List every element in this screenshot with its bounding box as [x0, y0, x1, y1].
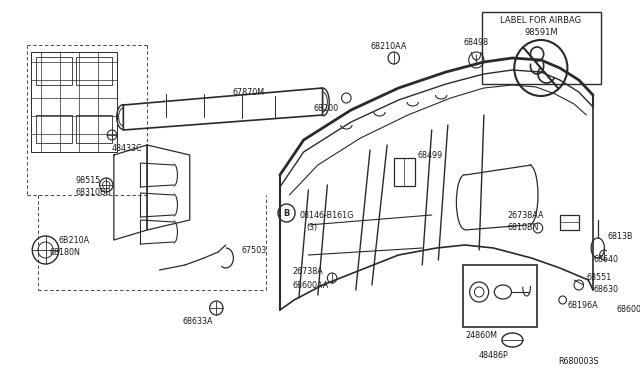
Text: 98591M: 98591M [524, 28, 557, 36]
Text: 68633A: 68633A [182, 317, 212, 327]
Text: 6B210A: 6B210A [59, 235, 90, 244]
Bar [482, 12, 600, 84]
Text: 68640: 68640 [593, 256, 618, 264]
Text: 48486P: 48486P [479, 350, 508, 359]
Text: 24860M: 24860M [465, 330, 497, 340]
Bar [36, 115, 72, 143]
Bar [76, 57, 112, 85]
Text: 6810BN: 6810BN [508, 222, 539, 231]
Text: 48433C: 48433C [112, 144, 143, 153]
Text: 68600AA: 68600AA [292, 280, 328, 289]
Text: 68200: 68200 [313, 103, 338, 112]
Text: 68310BB: 68310BB [76, 187, 112, 196]
Text: 26738A: 26738A [292, 267, 323, 276]
Bar [394, 158, 415, 186]
Text: 68499: 68499 [417, 151, 443, 160]
Text: 6813B: 6813B [607, 231, 633, 241]
Text: 68180N: 68180N [49, 247, 80, 257]
Text: 68210AA: 68210AA [370, 42, 406, 51]
Bar [560, 215, 579, 230]
Text: (3): (3) [307, 222, 317, 231]
Bar [36, 57, 72, 85]
Bar [31, 52, 116, 152]
Text: 08146-B161G: 08146-B161G [300, 211, 354, 219]
Text: 67503: 67503 [242, 246, 268, 254]
Text: 68630: 68630 [593, 285, 618, 295]
Text: LABEL FOR AIRBAG: LABEL FOR AIRBAG [500, 16, 581, 25]
Text: 68196A: 68196A [568, 301, 598, 311]
Bar [76, 115, 112, 143]
Text: 68551: 68551 [586, 273, 612, 282]
Text: 68498: 68498 [463, 38, 488, 46]
Text: 68600: 68600 [617, 305, 640, 314]
Bar [463, 265, 537, 327]
Text: 98515: 98515 [76, 176, 101, 185]
Text: 26738AA: 26738AA [508, 211, 544, 219]
Text: 67870M: 67870M [232, 87, 264, 96]
Text: R680003S: R680003S [559, 357, 599, 366]
Text: B: B [284, 208, 290, 218]
